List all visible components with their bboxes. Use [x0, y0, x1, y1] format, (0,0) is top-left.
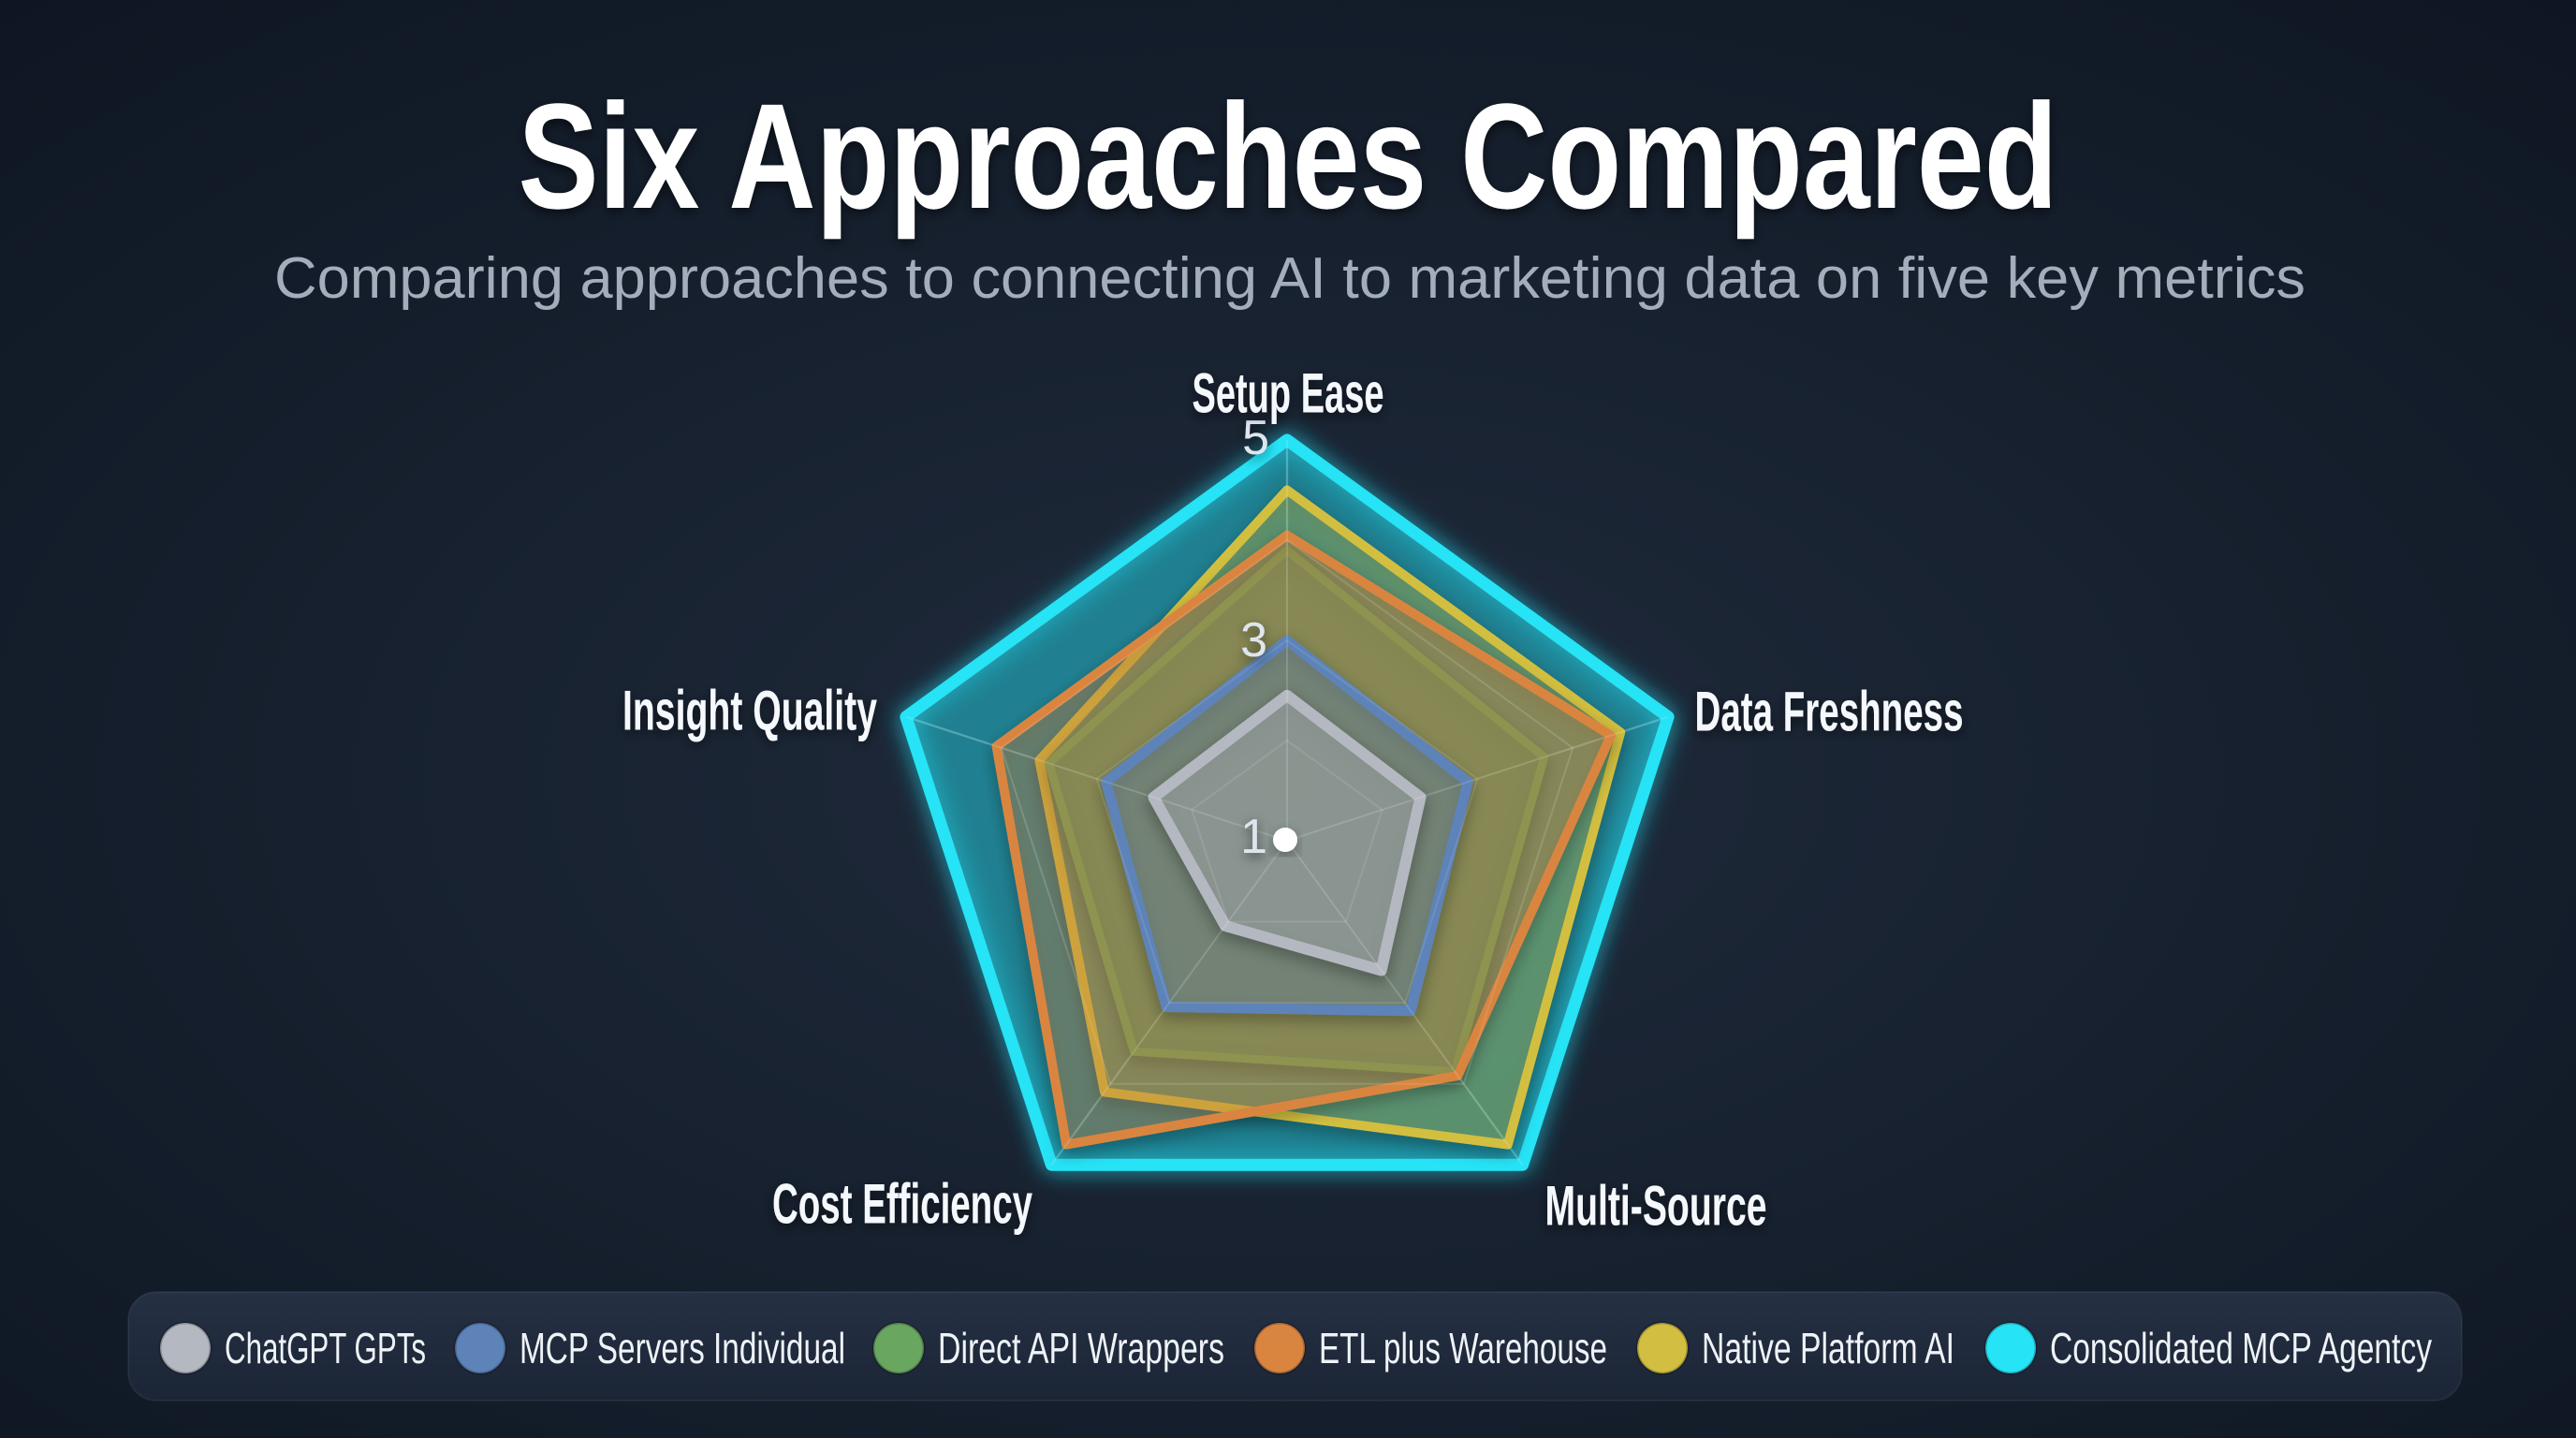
grid-spoke-overlay-data-freshness: [1286, 715, 1669, 842]
legend-item-mcp-servers-individual: MCP Servers Individual: [453, 1321, 845, 1375]
legend-label-chatgpt-gpts: ChatGPT GPTs: [225, 1324, 426, 1372]
legend-swatch-native-platform-ai: [1635, 1321, 1690, 1375]
axis-label-cost-efficiency: Cost Efficiency: [772, 1173, 1032, 1236]
legend-label-mcp-servers-individual: MCP Servers Individual: [520, 1324, 845, 1372]
radar-labels: 5 3 1 Setup Ease Data Freshness Multi-Source C…: [622, 362, 1964, 1238]
legend-label-direct-api-wrappers: Direct API Wrappers: [938, 1324, 1224, 1372]
grid-spoke-overlay-insight-quality: [905, 715, 1288, 842]
legend-item-chatgpt-gpts: ChatGPT GPTs: [158, 1321, 426, 1375]
legend-label-native-platform-ai: Native Platform AI: [1702, 1324, 1954, 1372]
tick-label-1: 1: [1240, 810, 1267, 864]
axis-label-data-freshness: Data Freshness: [1695, 681, 1964, 743]
tick-label-5: 5: [1242, 411, 1269, 465]
radar-grid-overlay: [905, 440, 1669, 1166]
grid-ring-overlay-2: [1191, 739, 1383, 923]
center-dot: [1273, 828, 1297, 852]
legend-swatch-direct-api-wrappers: [871, 1321, 926, 1375]
axis-label-insight-quality: Insight Quality: [622, 680, 877, 742]
radar-series: [900, 433, 1675, 1171]
grid-spoke-overlay-cost-efficiency: [1050, 840, 1288, 1166]
legend-item-consolidated-mcp-agentcy: Consolidated MCP Agentcy: [1983, 1321, 2432, 1375]
legend-label-etl-plus-warehouse: ETL plus Warehouse: [1319, 1324, 1607, 1372]
legend-item-etl-plus-warehouse: ETL plus Warehouse: [1252, 1321, 1607, 1375]
legend-swatch-mcp-servers-individual: [453, 1321, 507, 1375]
grid-ring-overlay-4: [1000, 538, 1574, 1085]
chart-legend: ChatGPT GPTs MCP Servers Individual Direct…: [127, 1291, 2463, 1401]
legend-swatch-consolidated-mcp-agentcy: [1983, 1321, 2038, 1375]
axis-label-setup-ease: Setup Ease: [1193, 362, 1384, 425]
legend-item-native-platform-ai: Native Platform AI: [1635, 1321, 1954, 1375]
chart-title: Six Approaches Compared: [519, 72, 2058, 240]
legend-label-consolidated-mcp-agentcy: Consolidated MCP Agentcy: [2050, 1324, 2432, 1372]
grid-ring-overlay-3: [1095, 638, 1479, 1005]
legend-swatch-etl-plus-warehouse: [1252, 1321, 1307, 1375]
tick-label-3: 3: [1240, 613, 1267, 668]
axis-label-multi-source: Multi-Source: [1545, 1175, 1767, 1238]
legend-item-direct-api-wrappers: Direct API Wrappers: [871, 1321, 1224, 1375]
grid-spoke-overlay-multi-source: [1286, 840, 1524, 1166]
chart-subtitle: Comparing approaches to connecting AI to…: [274, 246, 2305, 311]
legend-swatch-chatgpt-gpts: [158, 1321, 212, 1375]
